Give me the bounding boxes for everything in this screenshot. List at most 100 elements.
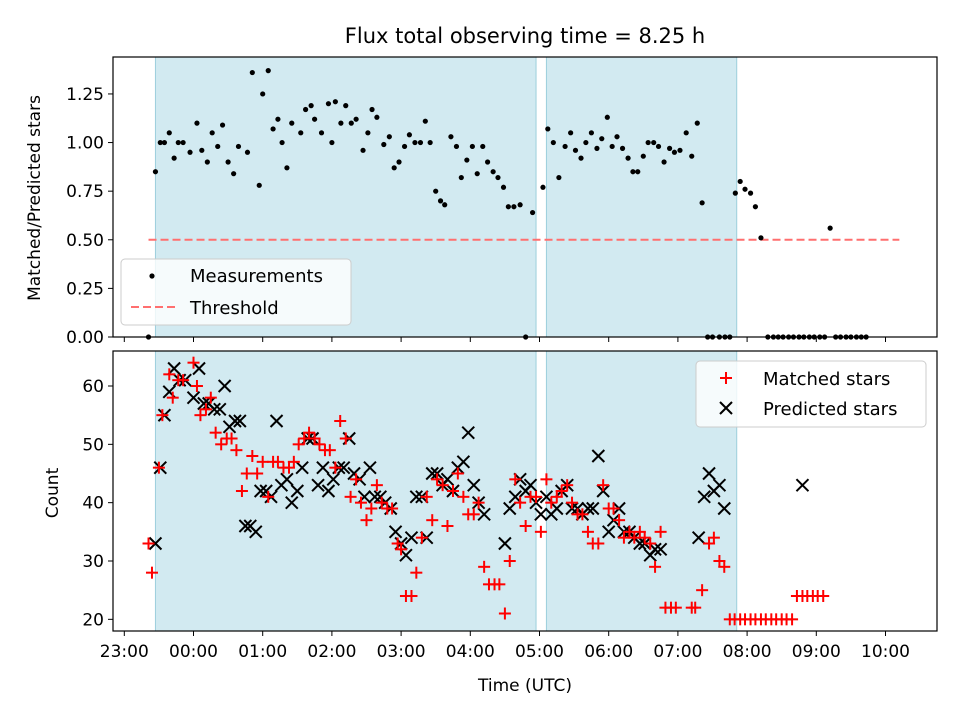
measurement-point xyxy=(284,165,290,171)
measurement-point xyxy=(219,122,226,128)
predicted-star-point xyxy=(186,390,201,405)
predicted-star-point xyxy=(591,449,606,463)
measurement-point xyxy=(260,91,266,97)
measurement-point xyxy=(412,139,418,146)
predicted-star-point xyxy=(653,542,668,557)
measurement-point xyxy=(270,126,276,132)
matched-star-point xyxy=(540,473,553,486)
y-tick-label: 0.00 xyxy=(66,328,104,348)
measurement-point xyxy=(353,116,359,122)
measurement-point xyxy=(677,147,683,153)
measurement-point xyxy=(325,101,332,107)
measurement-point xyxy=(427,139,433,146)
matched-star-point xyxy=(329,461,342,474)
matched-star-point xyxy=(415,531,428,544)
predicted-star-point xyxy=(192,361,206,376)
matched-star-point xyxy=(145,566,158,579)
matched-star-point xyxy=(365,502,378,515)
predicted-star-point xyxy=(456,455,471,469)
predicted-star-point xyxy=(285,495,299,510)
matched-star-point xyxy=(152,461,165,474)
predicted-star-point xyxy=(461,425,475,440)
matched-star-point xyxy=(576,508,589,521)
matched-star-point xyxy=(166,391,179,404)
measurement-point xyxy=(235,143,242,150)
matched-star-point xyxy=(375,496,388,509)
predicted-star-point xyxy=(691,530,706,545)
y-tick-label: 0.75 xyxy=(66,182,104,202)
bottom-plot-frame xyxy=(112,350,938,632)
x-tick-label: 00:00 xyxy=(169,642,218,662)
measurement-point xyxy=(732,190,738,196)
measurement-point xyxy=(464,157,470,163)
measurement-point xyxy=(437,198,444,204)
predicted-star-point xyxy=(523,478,538,492)
matched-star-point xyxy=(431,473,444,486)
measurement-point xyxy=(469,143,475,150)
measurement-point xyxy=(338,120,344,126)
measurement-point xyxy=(550,139,556,146)
predicted-star-point xyxy=(717,501,731,516)
predicted-star-point xyxy=(534,507,548,522)
matched-star-point xyxy=(225,432,238,445)
matched-star-point xyxy=(503,555,516,567)
matched-star-point xyxy=(334,415,347,427)
measurement-point xyxy=(625,155,631,161)
measurement-point xyxy=(500,184,507,190)
measurement-point xyxy=(279,139,285,146)
measurement-point xyxy=(312,116,318,122)
top-chart: Flux total observing time = 8.25 h 0.000… xyxy=(25,24,938,348)
matched-star-point xyxy=(436,479,449,492)
matched-star-point xyxy=(654,525,667,538)
measurement-point xyxy=(265,68,271,74)
matched-star-point xyxy=(251,467,264,480)
measurement-point xyxy=(187,149,193,155)
matched-star-point xyxy=(204,391,217,404)
measurement-point xyxy=(671,149,678,155)
measurement-point xyxy=(480,143,486,150)
measurement-point xyxy=(175,139,181,146)
legend-threshold-label: Threshold xyxy=(189,298,279,319)
matched-star-point xyxy=(370,479,383,492)
y-tick-label: 30 xyxy=(82,552,104,572)
matched-star-point xyxy=(545,496,558,509)
matched-star-point xyxy=(509,473,522,486)
predicted-star-point xyxy=(253,484,268,498)
matched-star-point xyxy=(344,490,357,503)
bottom-x-axis-label: Time (UTC) xyxy=(477,676,572,696)
predicted-star-point xyxy=(368,490,382,504)
measurement-point xyxy=(417,139,424,146)
measurement-point xyxy=(225,159,231,165)
matched-star-point xyxy=(441,520,454,532)
matched-star-point xyxy=(303,426,316,439)
matched-star-point xyxy=(534,525,547,538)
predicted-star-point xyxy=(213,402,227,417)
measurement-point xyxy=(308,103,314,109)
x-tick-label: 09:00 xyxy=(792,642,841,662)
measurement-point xyxy=(640,153,646,159)
x-tick-label: 03:00 xyxy=(377,642,426,662)
matched-star-point xyxy=(177,374,190,387)
measurement-point xyxy=(199,147,205,153)
matched-star-point xyxy=(156,409,169,422)
predicted-star-point xyxy=(601,525,616,539)
measurement-point xyxy=(369,106,375,113)
y-tick-label: 50 xyxy=(82,435,104,455)
predicted-star-point xyxy=(326,472,340,487)
measurement-point xyxy=(689,153,695,159)
measurement-point xyxy=(348,120,354,126)
measurement-point xyxy=(401,143,408,150)
matched-star-point xyxy=(617,531,630,544)
matched-stars-points xyxy=(142,356,830,626)
predicted-star-point xyxy=(321,484,336,498)
matched-star-point xyxy=(669,601,682,614)
matched-star-point xyxy=(718,560,731,573)
predicted-star-point xyxy=(409,490,424,504)
measurement-points xyxy=(145,68,869,340)
measurement-point xyxy=(588,130,595,136)
matched-star-point xyxy=(478,560,491,573)
matched-star-point xyxy=(262,490,275,503)
shaded-span xyxy=(546,57,737,337)
predicted-star-point xyxy=(207,402,221,417)
matched-star-point xyxy=(649,560,662,573)
